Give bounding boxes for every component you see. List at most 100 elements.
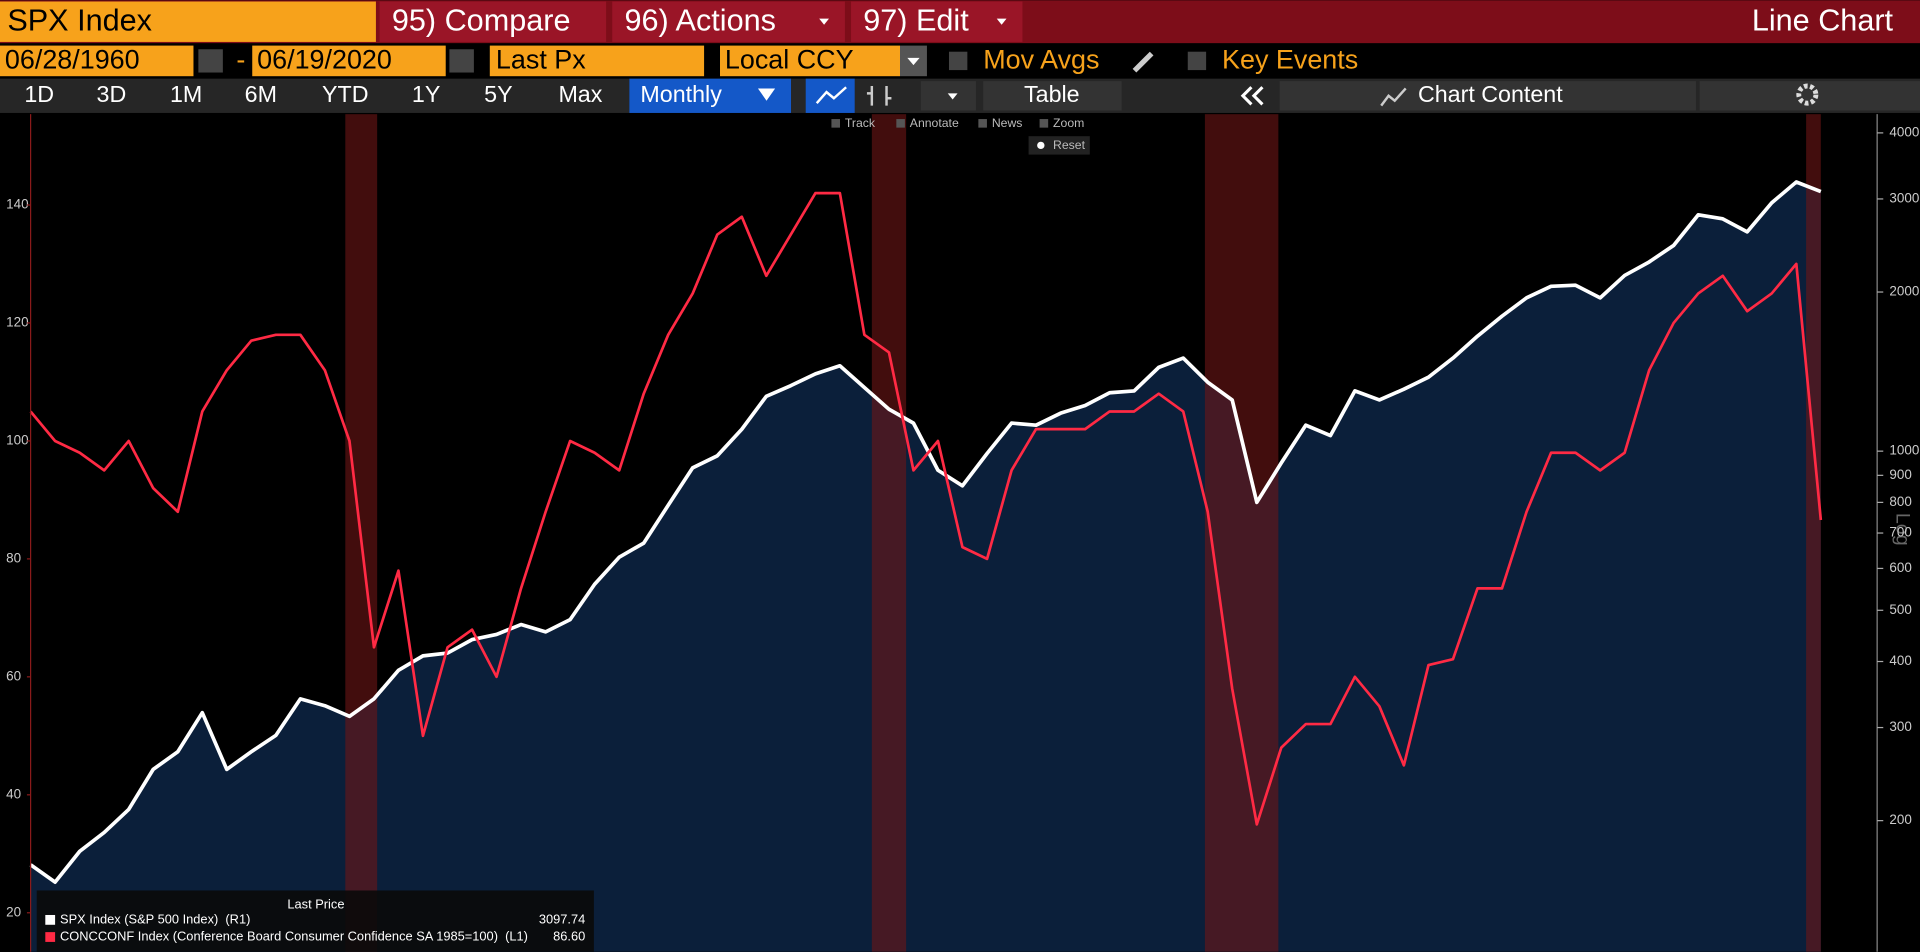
collapse-icon[interactable] <box>1240 86 1264 106</box>
line-icon <box>815 86 847 104</box>
legend <box>36 890 594 952</box>
plot <box>29 114 1823 952</box>
end-date: 06/19/2020 <box>257 45 392 75</box>
view-title: Line Chart <box>1752 3 1894 37</box>
settings-button[interactable] <box>1699 81 1920 111</box>
chart-icon <box>1380 87 1407 107</box>
y-tick-label: 40 <box>6 786 21 801</box>
y2-tick-label: 800 <box>1889 494 1911 509</box>
period-button[interactable]: 1D <box>24 81 54 107</box>
y2-tick-label: 4000 <box>1889 124 1919 139</box>
dropdown-arrow <box>907 57 920 66</box>
edit: 97) Edit <box>863 3 969 37</box>
end-date-box[interactable] <box>252 45 446 77</box>
reset: Reset <box>1053 138 1086 152</box>
dropdown-arrow <box>757 88 776 101</box>
security-box[interactable] <box>0 1 376 42</box>
checkbox[interactable] <box>1187 51 1207 71</box>
recession-band <box>1204 114 1279 952</box>
period-button[interactable]: 1M <box>170 81 202 107</box>
frequency: Monthly <box>640 81 722 107</box>
field-box[interactable] <box>489 45 705 77</box>
chart-content-button[interactable] <box>1279 81 1696 111</box>
y2-tick-label: 400 <box>1889 653 1911 668</box>
y2-tick-label: 2000 <box>1889 284 1919 299</box>
checkbox[interactable] <box>948 51 968 71</box>
mov-avgs: Mov Avgs <box>983 45 1099 75</box>
area <box>30 182 1821 952</box>
calendar-icon[interactable] <box>198 49 223 73</box>
legend-swatch <box>45 914 56 925</box>
period-button[interactable]: YTD <box>322 81 369 107</box>
chart-content: Chart Content <box>1418 81 1563 107</box>
legend-entries: SPX Index (S&P 500 Index) (R1) 3097.74 CON… <box>45 911 585 943</box>
currency-box[interactable] <box>720 45 900 77</box>
period-button[interactable]: 3D <box>97 81 127 107</box>
series-line <box>29 191 1823 826</box>
tool-button[interactable]: Annotate <box>910 116 959 130</box>
dropdown-arrow <box>947 93 958 100</box>
start-date: 06/28/1960 <box>5 45 140 75</box>
legend-name: CONCCONF Index (Conference Board Consume… <box>60 928 528 943</box>
date-separator: - <box>236 45 245 75</box>
tool-button[interactable]: News <box>992 116 1023 130</box>
actions: 96) Actions <box>624 3 775 37</box>
tool-button[interactable]: Track <box>845 116 876 130</box>
recession-band <box>1806 114 1821 952</box>
axes: 20 40 60 80 100 120 140 200 300 400 500 600 700 800 90… <box>6 124 1919 919</box>
recession-band <box>871 114 907 952</box>
reset-button[interactable] <box>1028 136 1090 155</box>
tool-button[interactable]: Zoom <box>1053 116 1084 130</box>
currency: Local CCY <box>725 45 854 75</box>
y-tick-label: 100 <box>6 432 28 447</box>
chart-tools: Track Annotate News Zoom <box>831 116 1084 130</box>
edit-button[interactable] <box>851 1 1023 42</box>
period-button[interactable]: 6M <box>245 81 277 107</box>
period-button[interactable]: Max <box>558 81 602 107</box>
legend-title: Last Price <box>287 897 344 912</box>
compare-button[interactable] <box>379 1 607 42</box>
period-button[interactable]: 1Y <box>412 81 440 107</box>
bar-icon[interactable] <box>866 86 892 106</box>
periods: 1D 3D 1M 6M YTD 1Y 5Y Max <box>24 81 602 107</box>
tool-icon <box>978 119 987 128</box>
table: Table <box>1024 81 1080 107</box>
reset-icon <box>1037 141 1045 150</box>
legend-swatch <box>45 932 56 942</box>
y2-tick-label: 700 <box>1889 525 1911 540</box>
y2-tick-label: 500 <box>1889 602 1911 617</box>
y2-tick-label: 600 <box>1889 560 1911 575</box>
y2-tick-label: 1000 <box>1889 443 1919 458</box>
y2-tick-label: 200 <box>1889 812 1911 827</box>
y2-tick-label: 900 <box>1889 467 1911 482</box>
dropdown-arrow <box>996 18 1007 25</box>
table-button[interactable] <box>983 81 1122 111</box>
calendar-icon[interactable] <box>449 49 474 73</box>
key-events: Key Events <box>1222 45 1358 75</box>
gear-icon <box>1796 83 1819 106</box>
security: SPX Index <box>7 3 152 37</box>
y-tick-label: 60 <box>6 668 21 683</box>
legend-value: 3097.74 <box>539 911 585 926</box>
tool-icon <box>1039 119 1049 128</box>
pencil-icon[interactable] <box>1132 51 1154 73</box>
legend-value: 86.60 <box>553 928 585 943</box>
y2-tick-label: 3000 <box>1889 190 1919 205</box>
log-label: Log <box>1891 513 1913 546</box>
y-tick-label: 140 <box>6 197 28 212</box>
period-button[interactable]: 5Y <box>484 81 512 107</box>
legend-name: SPX Index (S&P 500 Index) (R1) <box>60 911 250 926</box>
y-tick-label: 120 <box>6 315 28 330</box>
series-line <box>29 180 1822 885</box>
tool-icon <box>896 119 905 128</box>
y-tick-label: 80 <box>6 550 21 565</box>
field: Last Px <box>496 45 586 75</box>
y-tick-label: 20 <box>6 904 21 919</box>
dropdown[interactable] <box>920 81 976 111</box>
y2-tick-label: 300 <box>1889 719 1911 734</box>
actions-button[interactable] <box>612 1 845 42</box>
dropdown-arrow <box>819 18 829 25</box>
compare: 95) Compare <box>392 3 571 37</box>
start-date-box[interactable] <box>0 45 194 77</box>
